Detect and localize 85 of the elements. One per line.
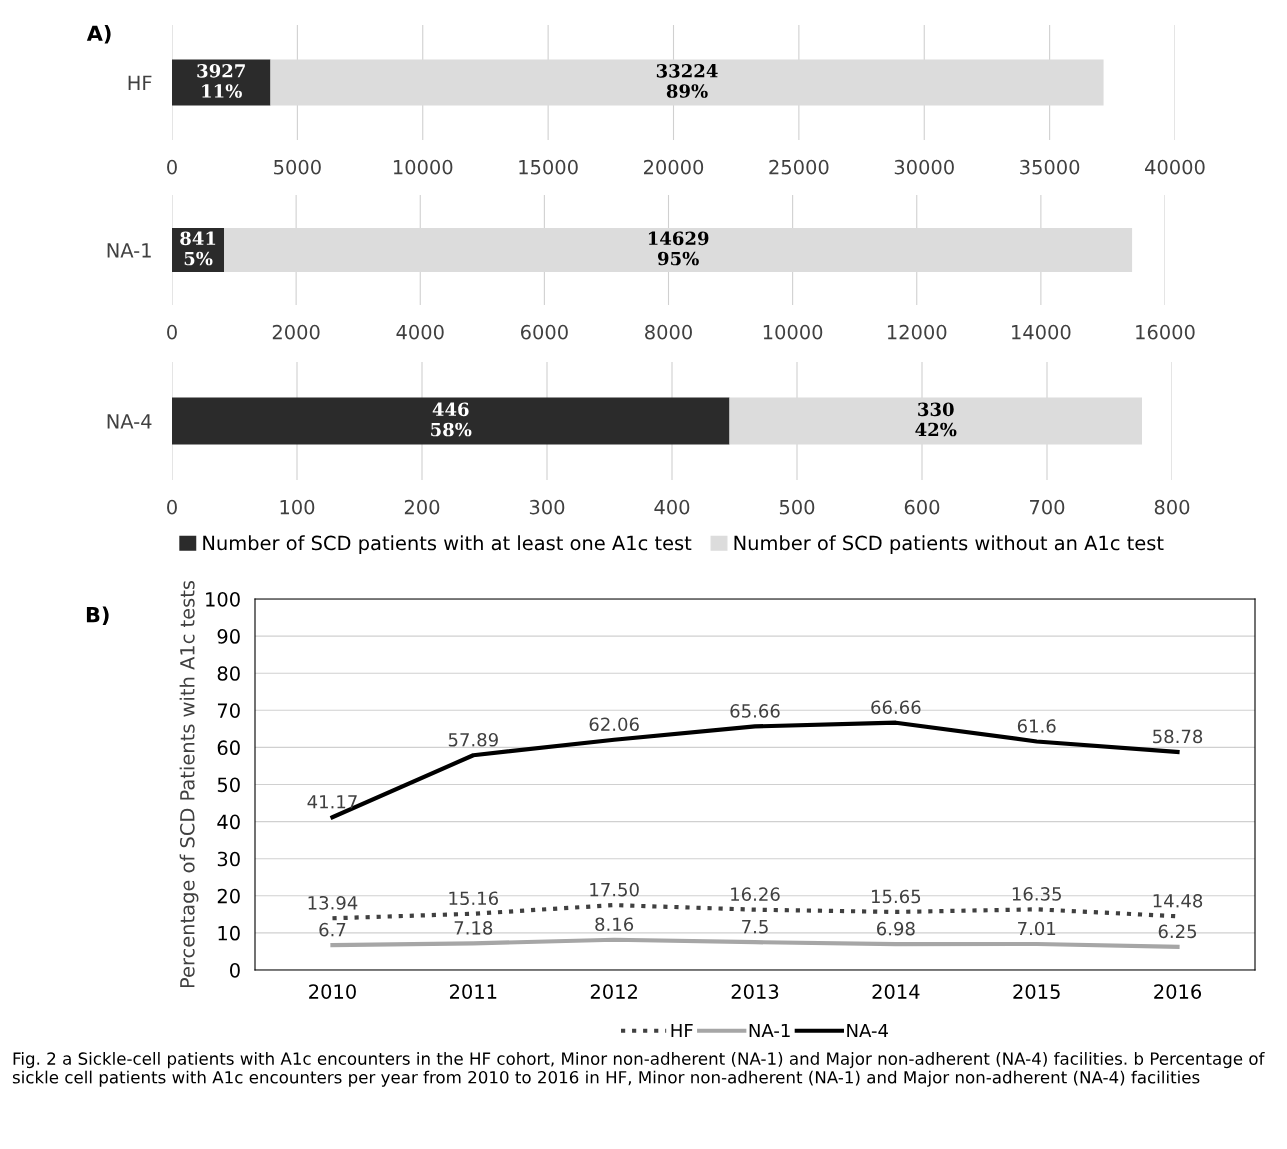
y-tick-label: 80 xyxy=(217,666,240,681)
data-label: 6.98 xyxy=(877,921,915,936)
x-tick-label: 20000 xyxy=(644,159,704,175)
x-tick-label: 5000 xyxy=(274,159,321,175)
x-tick-label: 2015 xyxy=(1013,984,1060,999)
data-label: 14.48 xyxy=(1153,893,1203,908)
data-label: 61.6 xyxy=(1017,719,1056,733)
x-tick-label: 0 xyxy=(167,324,177,340)
x-tick-label: 25000 xyxy=(769,159,829,175)
x-tick-label: 12000 xyxy=(887,324,947,340)
x-tick-label: 35000 xyxy=(1020,159,1080,175)
x-tick-label: 40000 xyxy=(1145,159,1205,175)
y-tick-label: NA-1 xyxy=(107,243,151,258)
data-label: 41.17 xyxy=(307,795,357,809)
data-label: 841 5% xyxy=(180,231,216,266)
x-tick-label: 100 xyxy=(280,499,315,515)
data-label: 15.65 xyxy=(871,889,921,904)
y-tick-label: 50 xyxy=(217,777,240,793)
x-tick-label: 500 xyxy=(779,499,815,515)
legend-label: NA-1 xyxy=(749,1023,790,1038)
caption: Fig. 2 a Sickle-cell patients with A1c encounters in the HF cohort, Minor non-adherent (NA-1) and Major non-adherent (NA-4) facilities. b Percentage of sickle cell patients with A1c encounters per year from 2010 to 2016 in HF, Minor non-adherent (NA-1) and Major non-adherent (NA-4) facilities xyxy=(12,1052,1265,1087)
x-tick-label: 0 xyxy=(167,159,177,175)
data-label: 330 42% xyxy=(915,402,957,437)
x-tick-label: 800 xyxy=(1154,499,1190,515)
data-label: 446 58% xyxy=(431,402,472,437)
x-tick-label: 14000 xyxy=(1012,324,1071,340)
x-tick-label: 2016 xyxy=(1154,984,1202,999)
y-tick-label: 0 xyxy=(230,962,240,978)
x-tick-label: 2014 xyxy=(872,984,920,999)
x-tick-label: 15000 xyxy=(519,159,578,175)
legend-label: HF xyxy=(671,1023,693,1038)
x-tick-label: 6000 xyxy=(520,324,568,340)
legend-label: Number of SCD patients with at least one A1c test xyxy=(203,535,692,555)
data-label: 7.5 xyxy=(742,920,768,934)
data-label: 16.35 xyxy=(1012,887,1061,901)
data-label: 66.66 xyxy=(871,700,921,715)
data-label: 7.01 xyxy=(1018,921,1056,936)
y-tick-label: 60 xyxy=(217,740,240,756)
data-label: 58.78 xyxy=(1153,729,1203,744)
data-label: 65.66 xyxy=(730,704,780,718)
x-tick-label: 10000 xyxy=(763,324,823,340)
data-label: 8.16 xyxy=(595,917,634,932)
data-label: 6.7 xyxy=(319,922,346,937)
legend-label: NA-4 xyxy=(847,1023,888,1038)
data-label: 14629 95% xyxy=(648,231,709,266)
data-label: 33224 89% xyxy=(656,63,718,98)
y-tick-label: NA-4 xyxy=(107,414,152,429)
data-label: 17.50 xyxy=(590,882,639,897)
y-tick-label: 40 xyxy=(217,814,240,830)
x-tick-label: 16000 xyxy=(1136,324,1195,340)
data-label: 16.26 xyxy=(731,887,780,902)
chart-title: A) xyxy=(86,25,111,44)
x-tick-label: 2000 xyxy=(272,324,320,340)
data-label: 7.18 xyxy=(454,921,493,935)
legend-label: Number of SCD patients without an A1c test xyxy=(734,535,1164,555)
x-tick-label: 10000 xyxy=(393,159,453,175)
x-tick-label: 8000 xyxy=(645,324,692,340)
y-tick-label: 30 xyxy=(217,851,240,867)
data-label: 15.16 xyxy=(449,891,499,906)
x-tick-label: 400 xyxy=(654,499,690,515)
data-label: 62.06 xyxy=(589,717,639,732)
x-tick-label: 2013 xyxy=(731,984,779,999)
y-tick-label: 100 xyxy=(206,591,240,607)
y-tick-label: 20 xyxy=(217,888,240,904)
y-tick-label: 10 xyxy=(218,925,240,941)
chart-title: B) xyxy=(86,606,109,625)
data-label: 3927 11% xyxy=(197,63,245,98)
y-tick-label: 70 xyxy=(217,703,240,718)
x-tick-label: 2010 xyxy=(309,984,356,999)
x-tick-label: 300 xyxy=(529,499,565,515)
x-tick-label: 700 xyxy=(1030,499,1065,515)
y-axis-title: Percentage of SCD Patients with A1c tests xyxy=(179,580,199,988)
x-tick-label: 2012 xyxy=(590,984,637,999)
y-tick-label: HF xyxy=(128,75,152,90)
x-tick-label: 30000 xyxy=(894,159,954,175)
line-series xyxy=(330,937,1180,949)
data-label: 6.25 xyxy=(1158,924,1197,939)
data-label: 13.94 xyxy=(308,895,358,910)
x-tick-label: 0 xyxy=(167,499,177,515)
x-tick-label: 2011 xyxy=(449,984,497,999)
y-tick-label: 90 xyxy=(217,629,240,644)
x-tick-label: 600 xyxy=(904,499,940,515)
x-tick-label: 4000 xyxy=(396,324,444,340)
data-label: 57.89 xyxy=(448,732,498,747)
x-tick-label: 200 xyxy=(404,499,440,515)
